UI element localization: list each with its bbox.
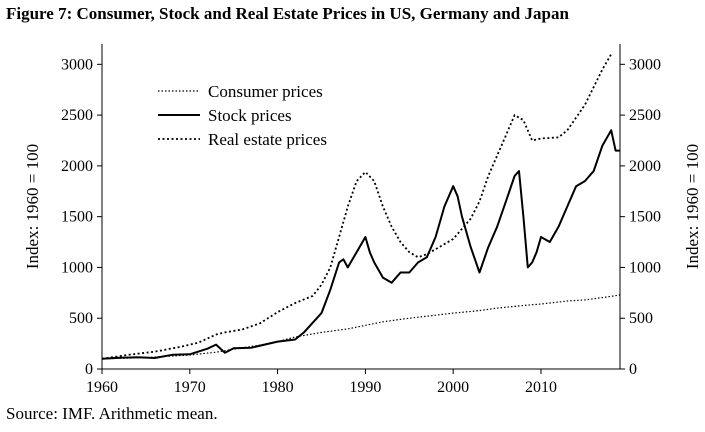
y-tick-label-right: 1500 <box>629 209 661 226</box>
y-tick-label-right: 3000 <box>629 56 661 73</box>
x-tick-label: 2010 <box>525 379 557 396</box>
y-tick-label-right: 2500 <box>629 107 661 124</box>
y-axis-title-left: Index: 1960 = 100 <box>23 144 42 269</box>
legend-label: Stock prices <box>208 106 292 125</box>
series-layer <box>101 53 621 360</box>
y-tick-label-left: 500 <box>69 310 93 327</box>
y-tick-label-left: 1000 <box>61 259 93 276</box>
y-tick-label-left: 3000 <box>61 56 93 73</box>
x-tick-label: 1960 <box>86 379 118 396</box>
y-tick-label-right: 0 <box>629 361 637 378</box>
legend-label: Real estate prices <box>208 130 327 149</box>
legend-label: Consumer prices <box>208 82 323 101</box>
x-tick-label: 1980 <box>262 379 294 396</box>
y-tick-label-left: 2500 <box>61 107 93 124</box>
series-line-stock-prices <box>101 129 620 360</box>
y-tick-label-right: 2000 <box>629 158 661 175</box>
x-tick-label: 1990 <box>349 379 381 396</box>
y-tick-label-right: 500 <box>629 310 653 327</box>
x-tick-label: 2000 <box>437 379 469 396</box>
series-line-consumer-prices <box>101 294 621 360</box>
y-axis-title-right: Index: 1960 = 100 <box>683 144 702 269</box>
figure-title: Figure 7: Consumer, Stock and Real Estat… <box>6 4 569 23</box>
x-tick-label: 1970 <box>174 379 206 396</box>
series-line-real-estate-prices <box>101 53 612 360</box>
y-tick-label-left: 0 <box>85 361 93 378</box>
y-tick-label-left: 1500 <box>61 209 93 226</box>
figure-source-note: Source: IMF. Arithmetic mean. <box>6 404 218 423</box>
chart-axes: 0 0 500 500 1000 1000 1500 1500 2000 2000 2500 2500… <box>23 44 702 396</box>
y-tick-label-left: 2000 <box>61 158 93 175</box>
y-tick-label-right: 1000 <box>629 259 661 276</box>
chart-legend: Consumer prices Stock prices Real estate p… <box>158 82 327 149</box>
